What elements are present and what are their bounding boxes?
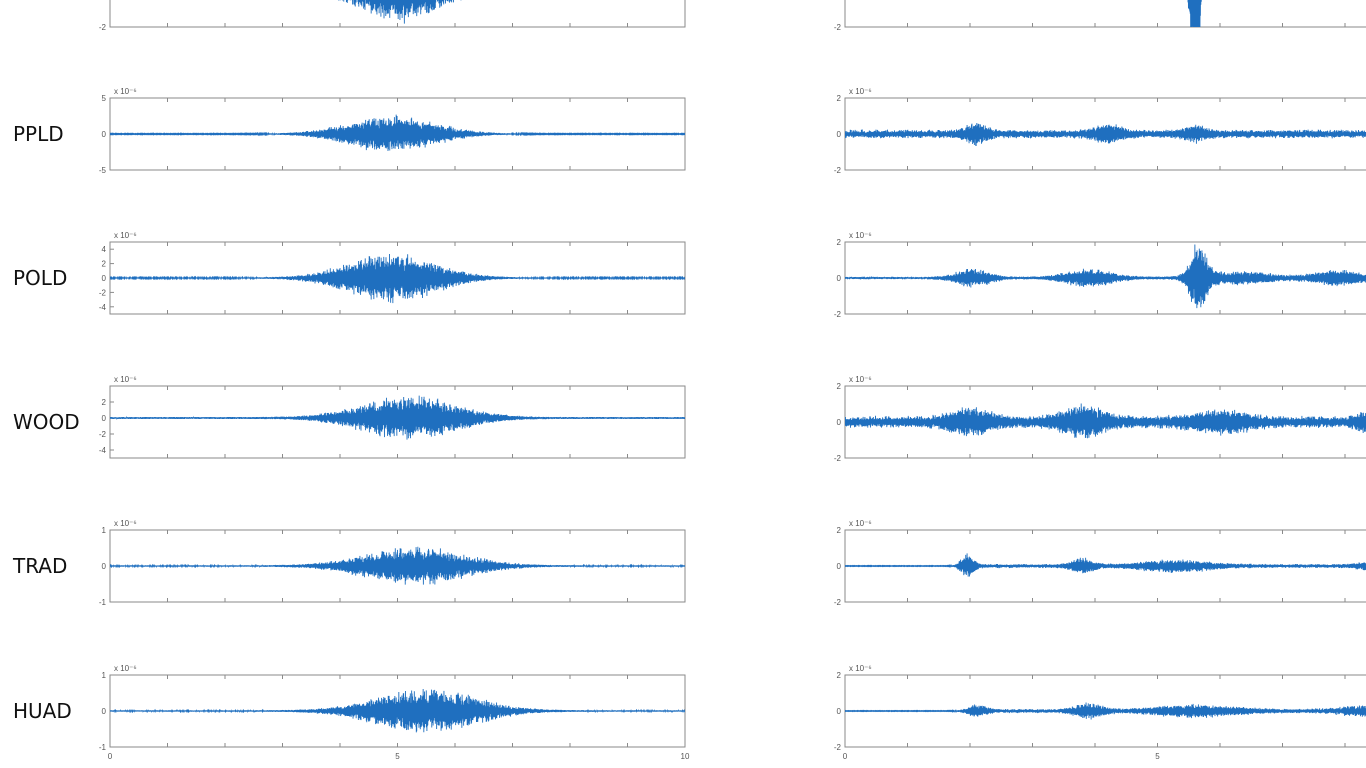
y-tick-label: 0 — [102, 562, 107, 571]
y-tick-label: 0 — [837, 562, 842, 571]
y-tick-label: 0 — [102, 707, 107, 716]
trace-panel-left-3: 2 0 -2 -4 x 10⁻⁶ WOOD — [13, 375, 686, 459]
y-tick-label: 2 — [102, 260, 107, 269]
y-tick-label: 0 — [837, 130, 842, 139]
y-tick-label: 0 — [102, 414, 107, 423]
exponent-label: x 10⁻⁶ — [849, 231, 872, 240]
y-tick-label: -2 — [834, 598, 842, 607]
y-tick-label: -4 — [99, 303, 107, 312]
y-tick-label: 2 — [837, 94, 842, 103]
y-tick-label: 2 — [837, 526, 842, 535]
trace-panel-left-4: 1 0 -1 x 10⁻⁶ TRAD — [12, 519, 686, 607]
y-tick-label: 0 — [837, 274, 842, 283]
y-tick-label: 0 — [102, 130, 107, 139]
trace-panel-left-1: 5 0 -5 x 10⁻⁶ PPLD — [13, 87, 686, 175]
axes-box — [844, 0, 1366, 28]
y-tick-label: -2 — [99, 430, 107, 439]
y-tick-label: -5 — [99, 166, 107, 175]
trace-panel-right-2: 2 0 -2 x 10⁻⁶ — [834, 231, 1366, 319]
y-tick-label: 2 — [837, 671, 842, 680]
exponent-label: x 10⁻⁶ — [114, 231, 137, 240]
trace-panel-right-5: 20-20 5x 10⁻⁶ — [834, 664, 1366, 761]
x-tick-label: 0 — [108, 752, 113, 761]
y-tick-label: -2 — [99, 23, 107, 32]
y-tick-label: -2 — [834, 166, 842, 175]
exponent-label: x 10⁻⁶ — [849, 664, 872, 673]
trace-panel-right-0: -2 — [834, 0, 1366, 32]
y-tick-label: -1 — [99, 598, 107, 607]
y-tick-label: 1 — [102, 671, 107, 680]
trace-panel-left-2: 4 2 0 -2 -4 x 10⁻⁶ POLD — [13, 231, 686, 315]
exponent-label: x 10⁻⁶ — [849, 87, 872, 96]
y-tick-label: 2 — [837, 238, 842, 247]
station-label: HUAD — [13, 699, 72, 723]
station-label: PPLD — [13, 122, 64, 146]
x-tick-label: 10 — [681, 752, 690, 761]
y-tick-label: 0 — [837, 707, 842, 716]
y-tick-label: -2 — [834, 454, 842, 463]
station-label: WOOD — [13, 410, 80, 434]
trace-panel-right-4: 2 0 -2 x 10⁻⁶ — [834, 519, 1366, 607]
y-tick-label: -1 — [99, 743, 107, 752]
y-tick-label: 0 — [102, 274, 107, 283]
y-tick-label: -2 — [834, 23, 842, 32]
exponent-label: x 10⁻⁶ — [114, 519, 137, 528]
y-tick-label: 2 — [837, 382, 842, 391]
y-tick-label: -2 — [99, 288, 107, 297]
x-tick-label: 0 — [843, 752, 848, 761]
waveform-trace — [845, 244, 1366, 309]
trace-panel-right-3: 2 0 -2 x 10⁻⁶ — [834, 375, 1366, 463]
exponent-label: x 10⁻⁶ — [849, 375, 872, 384]
y-tick-label: -2 — [834, 743, 842, 752]
y-tick-label: 4 — [102, 245, 107, 254]
x-tick-label: 5 — [395, 752, 400, 761]
y-tick-label: -2 — [834, 310, 842, 319]
station-label: POLD — [13, 266, 67, 290]
trace-panel-left-0: -2 — [99, 0, 686, 32]
y-tick-label: 5 — [102, 94, 107, 103]
exponent-label: x 10⁻⁶ — [114, 87, 137, 96]
station-label: TRAD — [12, 554, 67, 578]
y-tick-label: -4 — [99, 446, 107, 455]
trace-panel-right-1: 2 0 -2 x 10⁻⁶ — [834, 87, 1366, 175]
exponent-label: x 10⁻⁶ — [114, 375, 137, 384]
waveform-trace — [845, 403, 1366, 439]
x-tick-label: 5 — [1155, 752, 1160, 761]
y-tick-label: 1 — [102, 526, 107, 535]
y-tick-label: 2 — [102, 398, 107, 407]
exponent-label: x 10⁻⁶ — [114, 664, 137, 673]
y-tick-label: 0 — [837, 418, 842, 427]
exponent-label: x 10⁻⁶ — [849, 519, 872, 528]
